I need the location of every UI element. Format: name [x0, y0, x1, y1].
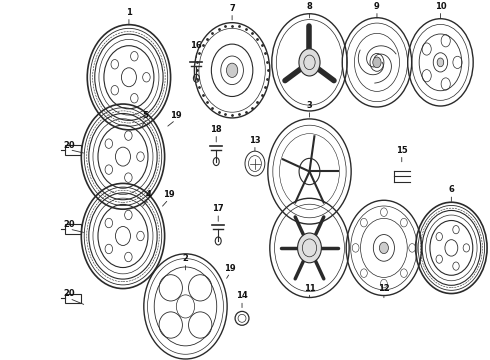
- Ellipse shape: [226, 63, 238, 77]
- Text: 14: 14: [236, 292, 248, 301]
- Text: 20: 20: [64, 141, 75, 150]
- Text: 20: 20: [64, 220, 75, 229]
- Text: 19: 19: [163, 190, 174, 199]
- Text: 2: 2: [183, 254, 189, 263]
- Bar: [66, 145, 81, 155]
- Ellipse shape: [299, 49, 320, 76]
- Ellipse shape: [297, 233, 321, 263]
- Bar: [66, 293, 81, 303]
- Text: 13: 13: [249, 136, 261, 145]
- Text: 1: 1: [126, 8, 132, 17]
- Text: 6: 6: [448, 185, 454, 194]
- Text: 19: 19: [170, 111, 181, 120]
- Text: 15: 15: [396, 146, 408, 155]
- Text: 3: 3: [307, 101, 312, 110]
- Ellipse shape: [379, 242, 389, 253]
- Text: 12: 12: [378, 284, 390, 293]
- Text: 11: 11: [304, 284, 316, 293]
- Ellipse shape: [437, 58, 444, 67]
- Text: 17: 17: [212, 204, 224, 213]
- Bar: [66, 224, 81, 234]
- Text: 7: 7: [229, 4, 235, 13]
- Text: 8: 8: [307, 2, 312, 11]
- Text: 18: 18: [210, 125, 222, 134]
- Text: 19: 19: [224, 264, 236, 273]
- Text: 5: 5: [143, 111, 149, 120]
- Text: 10: 10: [435, 2, 446, 11]
- Ellipse shape: [373, 57, 381, 68]
- Text: 4: 4: [146, 190, 152, 199]
- Text: 9: 9: [374, 2, 380, 11]
- Text: 16: 16: [191, 41, 202, 50]
- Text: 20: 20: [64, 289, 75, 298]
